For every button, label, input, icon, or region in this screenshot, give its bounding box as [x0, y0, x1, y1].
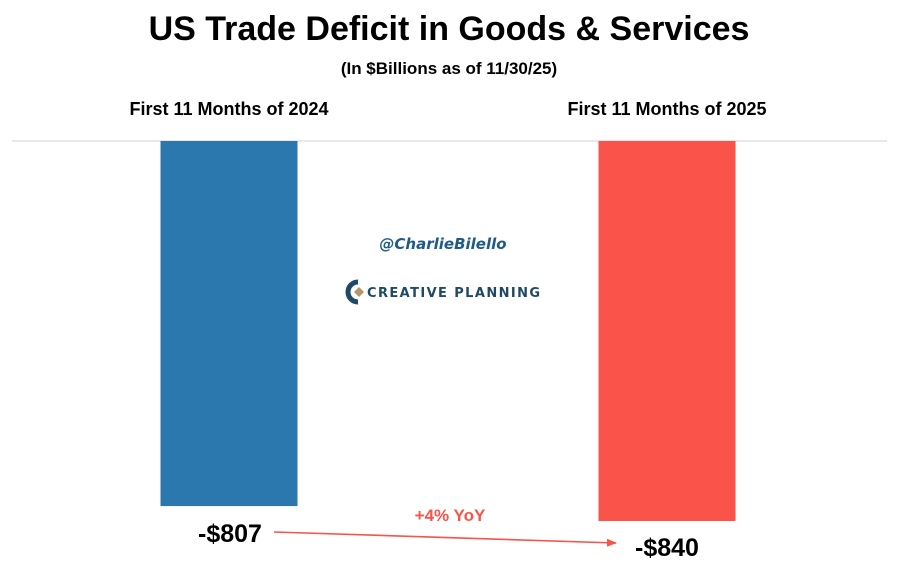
value-label-2024: -$807 — [198, 520, 262, 548]
category-label-2025: First 11 Months of 2025 — [567, 99, 766, 119]
category-label-2024: First 11 Months of 2024 — [129, 99, 328, 119]
bar-2025 — [598, 141, 736, 521]
value-label-2025: -$840 — [635, 534, 699, 562]
chart-title: US Trade Deficit in Goods & Services — [149, 10, 750, 48]
yoy-arrow — [273, 531, 617, 547]
chart-subtitle: (In $Billions as of 11/30/25) — [341, 59, 557, 78]
bar-2024 — [160, 141, 298, 507]
creative-planning-logo-icon — [345, 279, 364, 305]
yoy-annotation: +4% YoY — [415, 506, 486, 525]
watermark-brand: CREATIVE PLANNING — [367, 286, 541, 301]
bars-group — [160, 141, 736, 521]
watermark-handle: @CharlieBilello — [379, 235, 506, 253]
